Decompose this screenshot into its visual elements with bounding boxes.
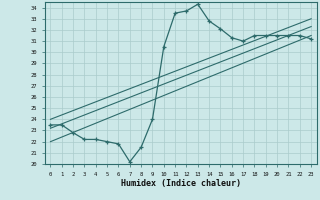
X-axis label: Humidex (Indice chaleur): Humidex (Indice chaleur): [121, 179, 241, 188]
